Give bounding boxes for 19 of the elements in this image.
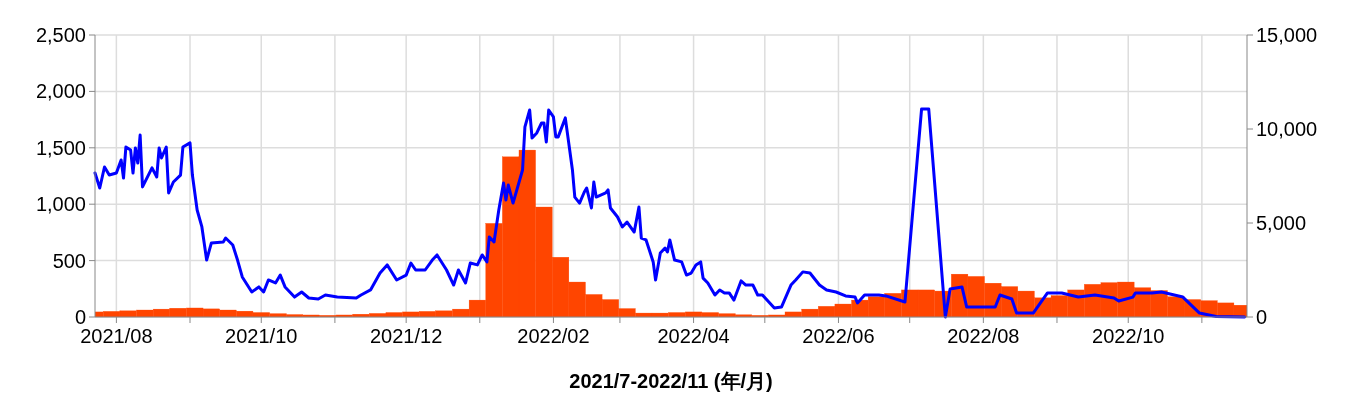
x-tick-label: 2022/08: [947, 325, 1020, 347]
x-tick-label: 2022/10: [1092, 325, 1165, 347]
y2-tick-label: 0: [1256, 306, 1268, 328]
y2-tick-label: 15,000: [1256, 24, 1318, 46]
y-tick-label: 2,000: [35, 80, 86, 103]
y-tick-label: 1,500: [35, 136, 86, 159]
x-tick-label: 2021/08: [80, 325, 153, 347]
x-tick-label: 2022/04: [657, 325, 730, 347]
x-axis-title: 2021/7-2022/11 (年/月): [569, 370, 773, 392]
y-tick-label: 500: [52, 249, 86, 272]
x-tick-label: 2021/12: [370, 325, 443, 347]
x-tick-label: 2021/10: [225, 325, 298, 347]
x-tick-label: 2022/02: [517, 325, 590, 347]
y-tick-label: 1,000: [35, 193, 86, 216]
y-tick-label: 2,500: [35, 24, 86, 46]
y-tick-label: 0: [74, 306, 86, 328]
y2-tick-label: 10,000: [1256, 118, 1318, 140]
y2-tick-label: 5,000: [1256, 212, 1307, 234]
x-tick-label: 2022/06: [802, 325, 875, 347]
